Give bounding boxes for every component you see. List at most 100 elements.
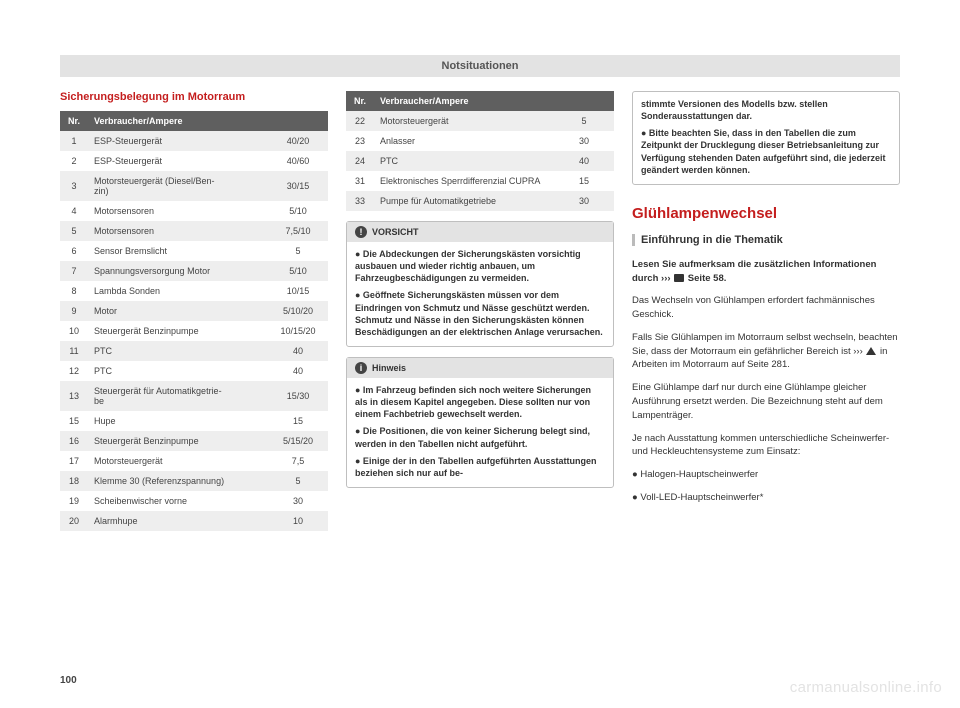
cell-amp: 5 <box>268 471 328 491</box>
note-item: ● Im Fahrzeug befinden sich noch weitere… <box>355 384 605 420</box>
cell-amp: 40 <box>268 361 328 381</box>
column-1: Sicherungsbelegung im Motorraum Nr. Verb… <box>60 91 328 531</box>
cell-nr: 3 <box>60 171 88 201</box>
table-header-nr: Nr. <box>60 111 88 131</box>
vorsicht-label: VORSICHT <box>372 227 419 237</box>
lead-text-a: Lesen Sie aufmerksam die zusätzlichen In… <box>632 259 876 284</box>
table-row: 3Motorsteuergerät (Diesel/Ben-zin)30/15 <box>60 171 328 201</box>
cell-amp: 30 <box>268 491 328 511</box>
cell-nr: 6 <box>60 241 88 261</box>
cell-desc: Anlasser <box>374 131 554 151</box>
cell-amp: 5/10/20 <box>268 301 328 321</box>
hinweis-box: i Hinweis ● Im Fahrzeug befinden sich no… <box>346 357 614 488</box>
cell-desc: Sensor Bremslicht <box>88 241 268 261</box>
cell-amp: 5 <box>554 111 614 131</box>
table-row: 16Steuergerät Benzinpumpe5/15/20 <box>60 431 328 451</box>
cell-desc: Motorsensoren <box>88 201 268 221</box>
table-row: 22Motorsteuergerät5 <box>346 111 614 131</box>
warning-triangle-icon <box>866 347 876 355</box>
table-row: 17Motorsteuergerät7,5 <box>60 451 328 471</box>
paragraph: Falls Sie Glühlampen im Motorraum selbst… <box>632 331 900 372</box>
cell-amp: 15 <box>554 171 614 191</box>
cell-desc: PTC <box>374 151 554 171</box>
cell-nr: 9 <box>60 301 88 321</box>
cell-nr: 13 <box>60 381 88 411</box>
cell-desc: Scheibenwischer vorne <box>88 491 268 511</box>
note-item: stimmte Versionen des Modells bzw. stell… <box>641 98 891 122</box>
cell-amp: 7,5/10 <box>268 221 328 241</box>
vorsicht-body: ● Die Abdeckungen der Sicherungskästen v… <box>347 242 613 346</box>
paragraph: Das Wechseln von Glühlampen erfordert fa… <box>632 294 900 322</box>
cell-desc: Lambda Sonden <box>88 281 268 301</box>
cell-desc: ESP-Steuergerät <box>88 151 268 171</box>
cell-amp: 30/15 <box>268 171 328 201</box>
table-row: 4Motorsensoren5/10 <box>60 201 328 221</box>
cell-desc: Motorsteuergerät (Diesel/Ben-zin) <box>88 171 268 201</box>
cell-amp: 40 <box>268 341 328 361</box>
hinweis-body: ● Im Fahrzeug befinden sich noch weitere… <box>347 378 613 487</box>
note-item: ● Geöffnete Sicherungskästen müssen vor … <box>355 289 605 338</box>
table-row: 19Scheibenwischer vorne30 <box>60 491 328 511</box>
bullet-item: ● Voll-LED-Hauptscheinwerfer* <box>632 491 900 505</box>
hinweis-label: Hinweis <box>372 363 406 373</box>
lead-paragraph: Lesen Sie aufmerksam die zusätzlichen In… <box>632 258 900 286</box>
cell-desc: Alarmhupe <box>88 511 268 531</box>
table-row: 12PTC40 <box>60 361 328 381</box>
cell-nr: 4 <box>60 201 88 221</box>
cell-amp: 5/15/20 <box>268 431 328 451</box>
table-row: 6Sensor Bremslicht5 <box>60 241 328 261</box>
cell-nr: 5 <box>60 221 88 241</box>
cell-nr: 8 <box>60 281 88 301</box>
cell-desc: PTC <box>88 341 268 361</box>
table-row: 7Spannungsversorgung Motor5/10 <box>60 261 328 281</box>
note-item: ● Die Abdeckungen der Sicherungskästen v… <box>355 248 605 284</box>
cell-nr: 10 <box>60 321 88 341</box>
manual-page: Notsituationen Sicherungsbelegung im Mot… <box>60 55 900 668</box>
cell-amp: 5 <box>268 241 328 261</box>
cell-nr: 16 <box>60 431 88 451</box>
vorsicht-box: ! VORSICHT ● Die Abdeckungen der Sicheru… <box>346 221 614 347</box>
cell-desc: ESP-Steuergerät <box>88 131 268 151</box>
table-row: 2ESP-Steuergerät40/60 <box>60 151 328 171</box>
lead-text-b: Seite 58. <box>685 273 726 284</box>
cell-nr: 7 <box>60 261 88 281</box>
cell-desc: PTC <box>88 361 268 381</box>
section-heading: Glühlampenwechsel <box>632 205 900 222</box>
cell-desc: Motorsteuergerät <box>374 111 554 131</box>
table-row: 11PTC40 <box>60 341 328 361</box>
table-row: 10Steuergerät Benzinpumpe10/15/20 <box>60 321 328 341</box>
paragraph: Je nach Ausstattung kommen unterschiedli… <box>632 432 900 460</box>
warning-icon: ! <box>355 226 367 238</box>
page-header: Notsituationen <box>60 55 900 77</box>
table-row: 8Lambda Sonden10/15 <box>60 281 328 301</box>
cell-nr: 2 <box>60 151 88 171</box>
table-row: 18Klemme 30 (Referenzspannung)5 <box>60 471 328 491</box>
table-header-desc: Verbraucher/Ampere <box>374 91 554 111</box>
table-row: 9Motor5/10/20 <box>60 301 328 321</box>
cell-nr: 18 <box>60 471 88 491</box>
table-row: 5Motorsensoren7,5/10 <box>60 221 328 241</box>
cell-nr: 23 <box>346 131 374 151</box>
cell-amp: 30 <box>554 191 614 211</box>
cell-desc: Steuergerät für Automatikgetrie-be <box>88 381 268 411</box>
cell-nr: 11 <box>60 341 88 361</box>
book-icon <box>674 274 684 282</box>
cell-nr: 20 <box>60 511 88 531</box>
body-text: Lesen Sie aufmerksam die zusätzlichen In… <box>632 258 900 505</box>
info-icon: i <box>355 362 367 374</box>
cell-desc: Pumpe für Automatikgetriebe <box>374 191 554 211</box>
cell-amp: 40 <box>554 151 614 171</box>
cell-nr: 12 <box>60 361 88 381</box>
cell-nr: 19 <box>60 491 88 511</box>
cell-amp: 40/20 <box>268 131 328 151</box>
cell-nr: 17 <box>60 451 88 471</box>
cell-nr: 24 <box>346 151 374 171</box>
table-header-nr: Nr. <box>346 91 374 111</box>
hinweis-header: i Hinweis <box>347 358 613 378</box>
table-header-desc: Verbraucher/Ampere <box>88 111 268 131</box>
table-header-amp <box>268 111 328 131</box>
watermark: carmanualsonline.info <box>790 679 942 696</box>
column-3: stimmte Versionen des Modells bzw. stell… <box>632 91 900 531</box>
cell-desc: Motorsensoren <box>88 221 268 241</box>
cell-nr: 31 <box>346 171 374 191</box>
